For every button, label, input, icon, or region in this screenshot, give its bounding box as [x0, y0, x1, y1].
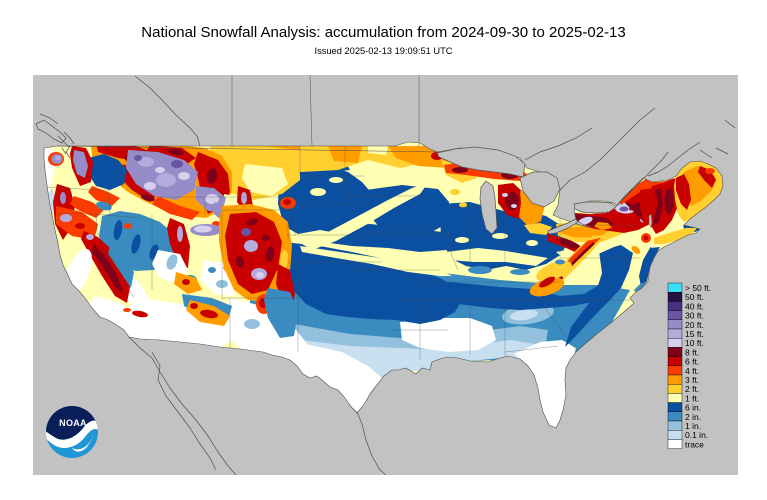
svg-text:2 in.: 2 in. [685, 412, 701, 422]
svg-text:1 ft.: 1 ft. [685, 393, 699, 403]
svg-text:1 in.: 1 in. [685, 421, 701, 431]
svg-text:10 ft.: 10 ft. [685, 338, 704, 348]
svg-text:6 ft.: 6 ft. [685, 357, 699, 367]
svg-text:30 ft.: 30 ft. [685, 311, 704, 321]
svg-text:6 in.: 6 in. [685, 403, 701, 413]
svg-text:8 ft.: 8 ft. [685, 347, 699, 357]
svg-text:trace: trace [685, 439, 704, 449]
svg-text:2 ft.: 2 ft. [685, 384, 699, 394]
svg-text:20 ft.: 20 ft. [685, 320, 704, 330]
svg-text:50 ft.: 50 ft. [685, 292, 704, 302]
svg-text:3 ft.: 3 ft. [685, 375, 699, 385]
svg-text:4 ft.: 4 ft. [685, 366, 699, 376]
svg-text:0.1 in.: 0.1 in. [685, 430, 708, 440]
svg-text:40 ft.: 40 ft. [685, 301, 704, 311]
svg-text:15 ft.: 15 ft. [685, 329, 704, 339]
svg-text:NOAA: NOAA [59, 418, 87, 428]
svg-text:> 50 ft.: > 50 ft. [685, 283, 711, 293]
